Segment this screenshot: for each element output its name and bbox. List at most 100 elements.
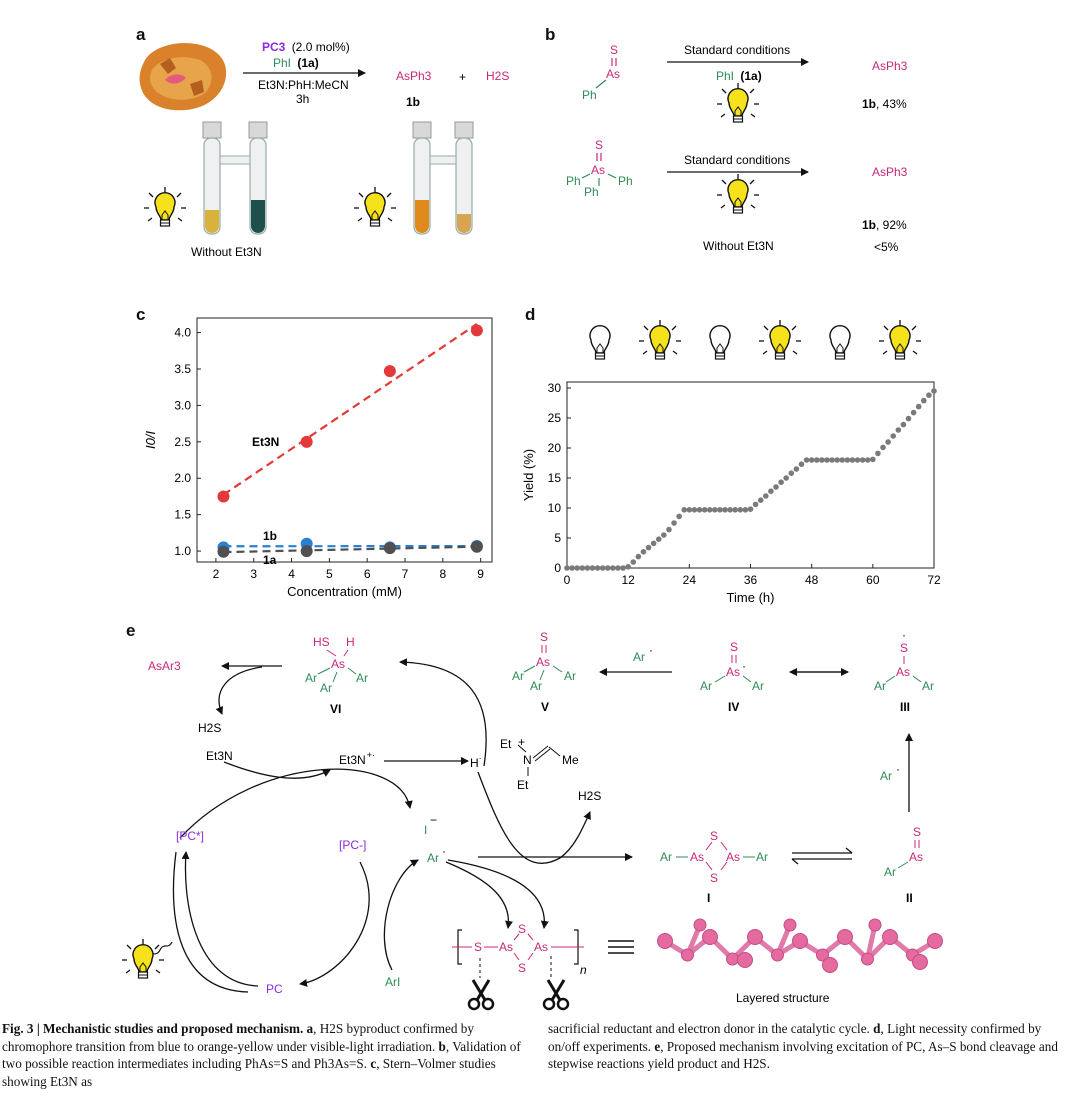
chart-c-stern-volmer: c 2 3 4 5 6 7 8 9 1.0 1.5 2.0 2.5 3.0 3.5 4.0 Concentra… (136, 305, 493, 599)
yield-point (829, 457, 835, 463)
y-tick-label-d: 25 (548, 411, 562, 425)
series-label-1b: 1b (263, 529, 277, 543)
svg-text:Ar: Ar (305, 671, 317, 685)
yield-point (900, 421, 907, 428)
light-bulb-on-icon (638, 319, 682, 360)
panel-label-d: d (525, 305, 535, 324)
yield-point (783, 475, 789, 481)
yield-point (676, 513, 682, 520)
fit-line-1a (223, 545, 477, 554)
atom-sphere (747, 929, 763, 945)
svg-text:+: + (518, 735, 525, 749)
x-tick-label-d: 12 (621, 573, 635, 587)
svg-text:Ph: Ph (566, 174, 581, 188)
yield-point (594, 565, 601, 571)
yield-point (666, 526, 672, 533)
layered-structure-label: Layered structure (736, 991, 830, 1005)
intermediate-iv: S As · Ar Ar IV (700, 640, 764, 714)
data-point-1a (300, 545, 313, 558)
svg-text:H: H (346, 635, 355, 649)
arrow-pc-to-pcstar (181, 851, 259, 987)
h-tube-right (412, 121, 474, 235)
light-bulb-on-icon (758, 319, 802, 360)
result-2: 1b, 92% (862, 218, 907, 232)
x-axis-label-c: Concentration (mM) (287, 584, 402, 599)
substrate-ph3as-s: S As Ph Ph Ph (566, 138, 633, 199)
intermediate-ii: S As Ar II (884, 825, 923, 905)
yield-point (819, 457, 825, 463)
yield-point (778, 479, 784, 486)
h-radical: H· (470, 753, 482, 770)
yield-point (712, 507, 718, 513)
x-tick-label-d: 36 (744, 573, 758, 587)
y-tick-label-c: 2.0 (174, 471, 191, 485)
y-tick-label-d: 5 (554, 531, 561, 545)
svg-text:HS: HS (313, 635, 330, 649)
svg-text:Ar: Ar (660, 850, 672, 864)
x-tick-label-d: 72 (927, 573, 941, 587)
y-tick-label-c: 2.5 (174, 435, 191, 449)
x-axis-label-d: Time (h) (727, 590, 775, 605)
x-tick-label-c: 8 (439, 567, 446, 581)
yield-point (661, 532, 667, 538)
yield-point (625, 564, 631, 570)
yield-point (691, 507, 698, 513)
svg-text:Ar: Ar (922, 679, 934, 693)
yield-point (701, 507, 708, 513)
arrow-ari-to-ar (383, 859, 419, 971)
arrow-ar-attack-2 (447, 859, 549, 929)
y-tick-label-d: 30 (548, 381, 562, 395)
panel-e-mechanism: e AsAr3 H2S HS H As Ar Ar Ar VI S As (121, 621, 943, 1011)
yield-point (569, 565, 575, 571)
fit-line-et3n (222, 323, 478, 496)
svg-text:Ar: Ar (884, 865, 896, 879)
x-tick-label-d: 24 (683, 573, 697, 587)
intermediate-iii: · S As Ar Ar III (874, 628, 934, 714)
byproduct-h2s-a: H2S (486, 69, 509, 83)
svg-text:Et: Et (500, 737, 512, 751)
iminium-byproduct: Et N + Me Et (500, 735, 579, 792)
yield-point (630, 559, 637, 565)
yield-point (635, 553, 642, 560)
yield-point (579, 565, 586, 571)
product-asar3: AsAr3 (148, 659, 181, 673)
svg-text:As: As (726, 665, 740, 679)
yield-point (931, 388, 937, 394)
yield-point (717, 507, 723, 513)
panel-label-c: c (136, 305, 145, 324)
y-axis-label-d: Yield (%) (521, 449, 536, 501)
yield-point (885, 439, 891, 445)
intermediate-i: Ar As S S As Ar I (660, 829, 768, 905)
iodide-label: I (424, 823, 427, 837)
atom-sphere (927, 933, 943, 949)
yield-point (808, 457, 815, 463)
x-tick-label-c: 9 (477, 567, 484, 581)
figure-caption-left: Fig. 3 | Mechanistic studies and propose… (2, 1021, 521, 1089)
atom-sphere (737, 952, 753, 968)
svg-text:As: As (591, 163, 605, 177)
et3n-label: Et3N (206, 749, 233, 763)
panel-label-e: e (126, 621, 135, 640)
svg-text:·: · (896, 762, 900, 776)
svg-text:II: II (906, 891, 913, 905)
arrow-to-h2s (215, 666, 263, 715)
yield-point (844, 457, 851, 463)
yield-point (921, 397, 927, 404)
solvent-label: Et3N:PhH:MeCN (258, 78, 349, 92)
yield-point (870, 456, 876, 463)
yield-point (813, 457, 820, 463)
x-tick-label-d: 48 (805, 573, 819, 587)
label-vi: VI (330, 702, 341, 716)
svg-text:Ar: Ar (564, 669, 576, 683)
panel-a: a PC3 (2.0 mol%) PhI (1a) Et3N:PhH:MeCN … (136, 25, 509, 259)
atom-sphere (792, 933, 808, 949)
plot-frame-c (196, 317, 493, 563)
svg-text:As: As (534, 940, 548, 954)
yield-point (574, 565, 580, 571)
without-et3n-yield: <5% (874, 240, 899, 254)
without-et3n-label-b: Without Et3N (703, 239, 774, 253)
light-bulb-on-icon (353, 186, 397, 227)
data-point-1a (383, 542, 396, 555)
h2s-top: H2S (198, 721, 221, 735)
